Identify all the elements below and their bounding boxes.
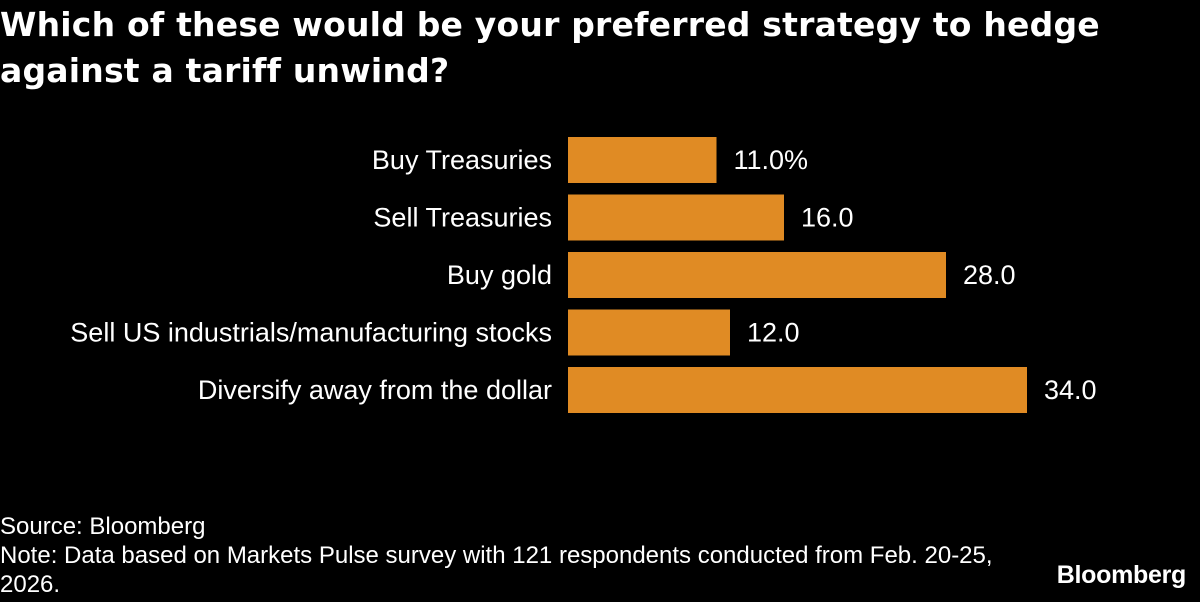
chart-title: Which of these would be your preferred s… <box>0 5 1100 90</box>
category-label-2: Buy gold <box>447 260 552 290</box>
value-label-1: 16.0 <box>801 203 854 233</box>
bloomberg-logo: Bloomberg <box>1056 561 1187 589</box>
bar-chart: Buy Treasuries 11.0% Sell Treasuries 16.0 Bu… <box>70 137 1097 413</box>
bar-3 <box>568 309 730 356</box>
category-label-1: Sell Treasuries <box>373 203 552 233</box>
value-label-4: 34.0 <box>1044 375 1097 405</box>
source-note: Source: Bloomberg <box>0 513 206 540</box>
category-label-3: Sell US industrials/manufacturing stocks <box>70 318 552 348</box>
bar-0 <box>568 137 717 183</box>
value-label-0: 11.0% <box>734 145 809 175</box>
bar-2 <box>568 252 946 298</box>
category-label-0: Buy Treasuries <box>372 145 552 175</box>
value-label-3: 12.0 <box>747 318 800 348</box>
value-label-2: 28.0 <box>963 260 1016 290</box>
bar-1 <box>568 194 784 241</box>
bar-4 <box>568 367 1027 413</box>
chart-footer: Source: Bloomberg Note: Data based on Ma… <box>0 512 1000 599</box>
data-note: Note: Data based on Markets Pulse survey… <box>0 542 993 598</box>
category-label-4: Diversify away from the dollar <box>198 375 552 405</box>
